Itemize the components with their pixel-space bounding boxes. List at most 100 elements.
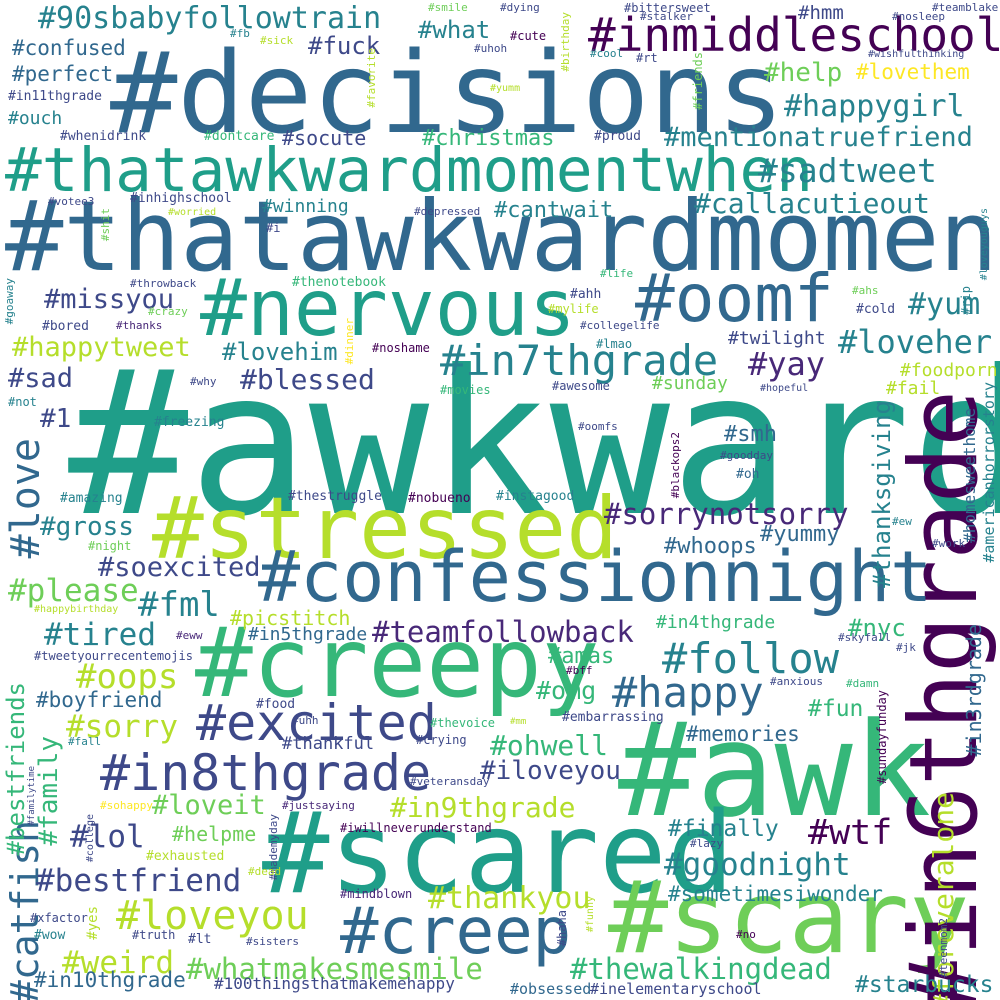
word-90sbabyfollowtrain: #90sbabyfollowtrain [38, 1, 382, 36]
word-thatawkwardmomentwhen: #thatawkwardmomentwhen [5, 135, 813, 206]
word-night: #night [88, 539, 132, 553]
word-dinner: #dinner [343, 318, 356, 365]
word-decisions: #decisions [110, 29, 785, 159]
word-ahs: #ahs [852, 284, 879, 297]
word-damn: #damn [846, 677, 880, 690]
word-boyfriend: #boyfriend [36, 688, 163, 712]
word-freezing: #freezing [154, 415, 225, 430]
word-teenmom2: #teenmom2 [937, 918, 950, 978]
word-smh: #smh [724, 422, 777, 447]
word-confessionnight: #confessionnight [258, 536, 933, 618]
word-sorrynotsorry: #sorrynotsorry [604, 497, 849, 531]
word-americanhorrorstory: #americanhorrorstory [980, 382, 998, 563]
word-mentionatruefriend: #mentionatruefriend [664, 122, 973, 153]
word-worried: #worried [168, 207, 217, 218]
word-why: #why [190, 375, 217, 388]
word-family: #family [34, 736, 64, 846]
word-embarrassing: #embarrassing [562, 710, 664, 725]
word-whatmakesmesmile: #whatmakesmesmile [186, 952, 483, 986]
word-inhighschool: #inhighschool [130, 191, 232, 206]
word-blackops2: #blackops2 [669, 432, 682, 499]
word-collegelife: #collegelife [580, 319, 660, 332]
word-familytime: #familytime [27, 766, 37, 826]
word-winning: #winning [262, 196, 349, 217]
word-yummy: #yummy [760, 522, 840, 547]
word-throwback: #throwback [130, 277, 197, 290]
word-lol: #lol [70, 819, 145, 855]
word-please: #please [8, 573, 139, 609]
word-awk: #awk [618, 694, 932, 846]
word-obsessed: #obsessed [510, 980, 592, 998]
word-cold: #cold [856, 302, 896, 317]
word-cantwait: #cantwait [494, 198, 614, 223]
word-proud: #proud [594, 129, 641, 144]
word-food: #food [256, 697, 296, 712]
word-callacutieout: #callacutieout [694, 187, 931, 220]
word-eww: #eww [176, 629, 203, 642]
word-whoops: #whoops [664, 534, 757, 559]
word-in10thgrade: #in10thgrade [34, 968, 186, 992]
word-oomf: #oomf [635, 260, 834, 337]
word-awkward: #awkward [68, 328, 1000, 561]
word-stalker: #stalker [640, 10, 693, 23]
word-depressed: #depressed [414, 205, 481, 218]
word-loveyouguys: #loveyouguys [979, 208, 990, 281]
word-awesome: #awesome [552, 379, 610, 393]
word-justsaying: #justsaying [282, 799, 355, 812]
word-sohappy: #sohappy [100, 799, 153, 812]
word-ew: #ew [892, 515, 912, 528]
word-starbucks: #starbucks [855, 972, 994, 998]
word-rip: #rip [959, 286, 973, 315]
word-iloveyou: #iloveyou [480, 756, 621, 786]
word-yumm: #yumm [490, 83, 521, 94]
word-fun: #fun [808, 696, 864, 722]
word-in9thgrade: #in9thgrade [390, 791, 576, 824]
word-amazing: #amazing [60, 491, 123, 506]
word-no: #no [736, 928, 756, 941]
word-ouch: #ouch [8, 108, 63, 129]
word-mm: #mm [510, 717, 527, 727]
word-oomfs: #oomfs [578, 420, 618, 433]
word-homesweethome: #homesweethome [960, 408, 979, 543]
word-happy: #happy [612, 668, 764, 717]
word-oh: #oh [736, 467, 760, 482]
word-not: #not [8, 395, 37, 409]
word-skyfall: #skyfall [838, 631, 891, 644]
word-cute: #cute [510, 29, 547, 43]
word-creep: #creep [340, 895, 572, 969]
word-bored: #bored [42, 319, 89, 334]
word-whenidrink: #whenidrink [60, 129, 147, 144]
word-dead: #dead [248, 865, 282, 878]
word-thestruggle: #thestruggle [288, 489, 382, 504]
word-omg: #omg [536, 676, 597, 705]
word-birthday: #birthday [559, 12, 572, 72]
word-perfect: #perfect [12, 62, 114, 86]
word-hmm: #hmm [798, 2, 844, 24]
word-thankyou: #thankyou [428, 881, 591, 916]
word-nosleep: #nosleep [892, 10, 945, 23]
word-smile: #smile [428, 1, 468, 14]
word-happybirthday: #happybirthday [34, 604, 119, 615]
word-blessed: #blessed [240, 363, 375, 396]
word-lt: #lt [188, 932, 212, 947]
word-veteransday: #veteransday [410, 775, 490, 788]
word-in5thgrade: #in5thgrade [248, 624, 368, 645]
word-friends: #friends [691, 52, 705, 110]
word-in11thgrade: #in11thgrade [8, 89, 102, 104]
word-creepy: #creepy [195, 607, 600, 719]
word-in4thgrade: #in4thgrade [656, 612, 776, 633]
word-oops: #oops [76, 657, 179, 697]
word-confused: #confused [12, 36, 126, 60]
word-inelementaryschool: #inelementaryschool [590, 980, 762, 998]
word-amas: #amas [548, 644, 615, 669]
word-goaway: #goaway [3, 278, 16, 325]
word-yes: #yes [85, 906, 101, 940]
word-what: #what [418, 16, 491, 44]
word-lmao: #lmao [596, 337, 633, 351]
word-inmiddleschool: #inmiddleschool [588, 8, 1000, 62]
word-hopeful: #hopeful [760, 383, 809, 394]
word-scared: #scared [262, 789, 735, 919]
word-soexcited: #soexcited [98, 552, 261, 583]
word-goodday: #goodday [720, 449, 773, 462]
